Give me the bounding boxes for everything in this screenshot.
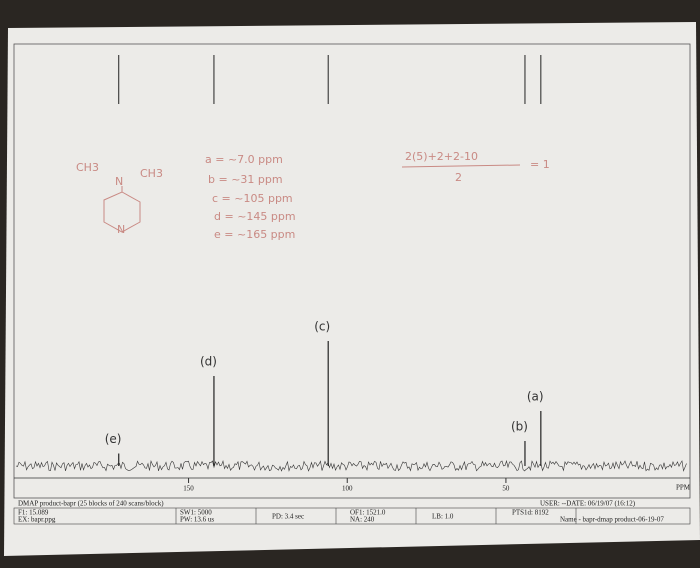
atom: N [117,223,125,236]
note: c = ~105 ppm [212,192,293,205]
baseline-noise [15,459,687,472]
note: a = ~7.0 ppm [205,153,283,166]
fraction-bar [401,164,521,168]
footer-box [13,507,691,525]
atom: N [115,175,123,188]
x-tick-label: 100 [342,485,353,493]
footer-cell: PD: 3.4 sec [272,513,304,521]
footer-cell: Name - bapr-dmap product-06-19-07 [560,516,664,524]
footer-cell: USER: --DATE: 06/19/07 (16:12) [540,500,636,508]
peak-label: (a) [527,390,544,404]
note: e = ~165 ppm [214,228,295,241]
x-tick-label: 50 [502,485,510,493]
footer-cell: SW1: 5000 [180,509,212,517]
note: b = ~31 ppm [208,173,283,186]
footer-cell: OF1: 1521.0 [350,509,386,517]
calc: 2 [455,171,462,184]
footer-cell: NA: 240 [350,516,375,524]
plot-frame [13,43,691,499]
footer-title: DMAP product-bapr (25 blocks of 240 scan… [18,500,164,508]
footer-cell: PTS1d: 8192 [512,509,549,517]
atom: CH3 [140,167,163,180]
footer-cell: LB: 1.0 [432,513,454,521]
footer-cell: PW: 13.6 us [180,516,214,524]
paper [4,22,700,556]
peak-label: (c) [314,320,330,334]
structure: CH3 CH3 N N [76,161,163,236]
peak-label: (b) [511,420,528,434]
footer: DMAP product-bapr (25 blocks of 240 scan… [13,500,691,525]
atom: CH3 [76,161,99,174]
peak-label: (d) [200,355,217,369]
x-unit: PPM [676,484,691,492]
assignments: a = ~7.0 ppm b = ~31 ppm c = ~105 ppm d … [205,150,550,241]
peak-label: (e) [105,432,122,446]
calc: = 1 [530,158,550,171]
x-tick-label: 150 [183,485,194,493]
footer-cell: F1: 15.089 [18,509,49,517]
note: d = ~145 ppm [214,210,296,223]
calc: 2(5)+2+2-10 [405,150,478,163]
footer-cell: EX: bapr.ppg [18,516,56,524]
